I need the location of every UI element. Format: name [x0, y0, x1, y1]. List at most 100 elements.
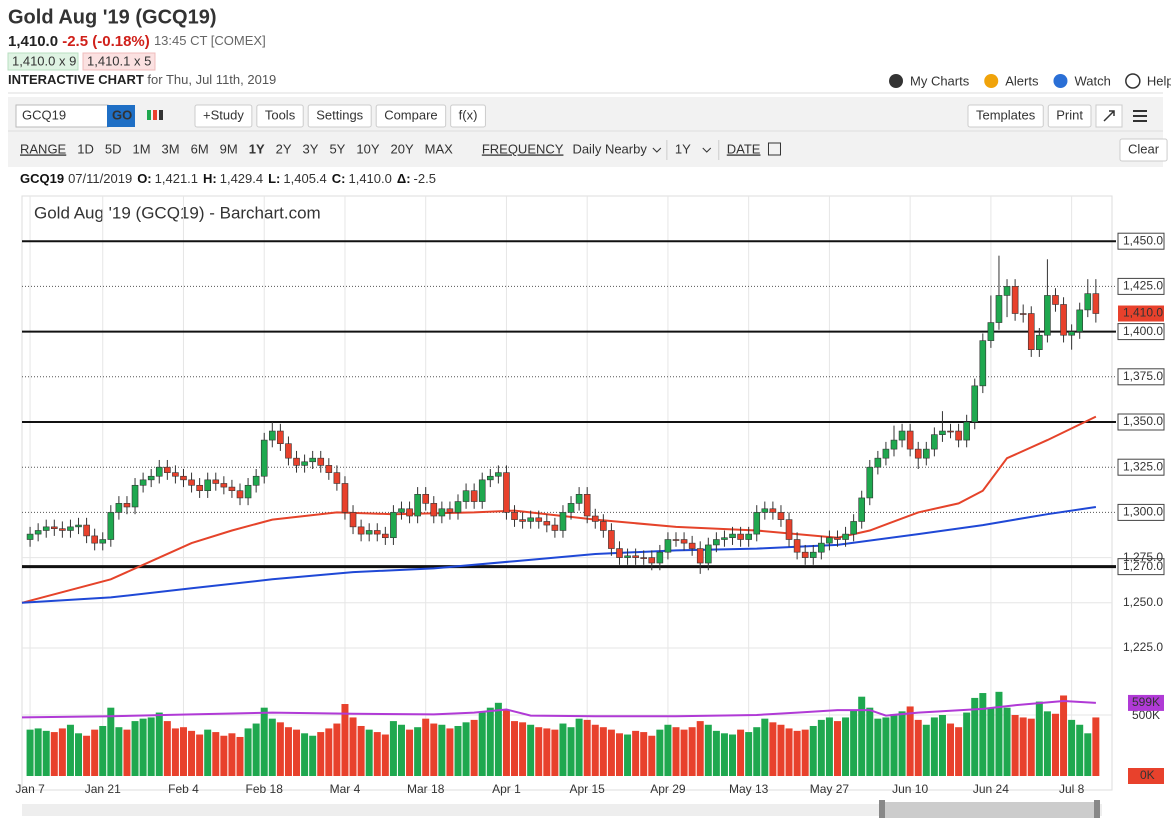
- candle-body: [188, 479, 195, 486]
- range-option[interactable]: 20Y: [391, 141, 414, 156]
- button-label: +Study: [203, 107, 244, 122]
- frequency-select[interactable]: Daily Nearby: [572, 141, 647, 156]
- candle-body: [818, 542, 825, 553]
- candle-body: [26, 533, 34, 540]
- candle-body: [406, 508, 413, 517]
- range-option[interactable]: 3M: [162, 141, 180, 156]
- quote-value: -2.5: [414, 171, 436, 186]
- candle-body: [882, 448, 890, 459]
- range-option[interactable]: 1M: [132, 141, 150, 156]
- frequency-label[interactable]: FREQUENCY: [482, 141, 564, 156]
- volume-bar: [696, 721, 704, 776]
- volume-bar: [858, 696, 866, 776]
- button[interactable]: [967, 104, 1044, 128]
- candle-body: [971, 385, 979, 423]
- volume-bar: [1019, 717, 1027, 776]
- volume-bar: [244, 728, 252, 776]
- chart-type-icon[interactable]: [147, 110, 151, 120]
- range-option[interactable]: 3Y: [303, 141, 319, 156]
- volume-bar: [680, 729, 688, 776]
- link-icon: [889, 74, 903, 88]
- volume-bar: [817, 719, 825, 776]
- candle-body: [914, 448, 922, 459]
- header-link[interactable]: Alerts: [1005, 73, 1039, 88]
- y-label-box: [1117, 232, 1165, 250]
- candle-body: [147, 475, 155, 481]
- button[interactable]: [1119, 138, 1168, 162]
- header-link[interactable]: Watch: [1074, 73, 1110, 88]
- range-option[interactable]: 5D: [105, 141, 122, 156]
- calendar-icon[interactable]: [767, 142, 781, 156]
- volume-bar: [220, 735, 228, 776]
- quote: 1,410.0 -2.5 (-0.18%) 13:45 CT [COMEX]: [8, 33, 266, 50]
- volume-bar: [131, 721, 139, 776]
- candle-body: [1019, 313, 1027, 315]
- volume-bar: [664, 724, 672, 776]
- candle-body: [293, 457, 300, 466]
- volume-bar: [309, 735, 317, 776]
- candle-body: [656, 551, 664, 564]
- candle-body: [963, 421, 970, 441]
- button[interactable]: [256, 104, 304, 128]
- volume-bar: [761, 718, 769, 776]
- volume-bar: [260, 707, 268, 776]
- chart-label-line: INTERACTIVE CHART for Thu, Jul 11th, 201…: [8, 72, 276, 87]
- range-option[interactable]: 1D: [77, 141, 94, 156]
- volume-bar: [42, 730, 50, 776]
- volume-bar: [1027, 718, 1035, 776]
- header-link[interactable]: Help: [1147, 73, 1171, 88]
- volume-bar: [188, 730, 196, 776]
- range-option[interactable]: 1Y: [249, 141, 265, 156]
- volume-bar: [624, 734, 632, 776]
- candle-body: [931, 434, 938, 450]
- range-option[interactable]: 9M: [220, 141, 238, 156]
- chart-type-icon[interactable]: [153, 110, 157, 120]
- candle-body: [373, 530, 381, 535]
- volume-average: [21, 699, 1096, 719]
- range-option[interactable]: 2Y: [276, 141, 292, 156]
- scrollbar-thumb[interactable]: [884, 802, 1098, 818]
- candle-body: [285, 443, 292, 459]
- button[interactable]: [307, 104, 372, 128]
- go-button[interactable]: [107, 105, 135, 127]
- range-option[interactable]: MAX: [425, 141, 454, 156]
- period-select[interactable]: 1Y: [675, 141, 691, 156]
- volume-bar: [107, 707, 115, 776]
- range-label[interactable]: RANGE: [20, 141, 67, 156]
- toolbar: GCQ19 GO +Study Tools Settings Compare f(x) Tem…: [15, 104, 1168, 162]
- volume-bar: [583, 719, 591, 776]
- candle-body: [955, 430, 962, 441]
- candle-body: [713, 539, 720, 546]
- candle-body: [212, 479, 220, 484]
- candle-body: [793, 539, 801, 553]
- candle-body: [99, 539, 107, 544]
- header-link[interactable]: My Charts: [910, 73, 970, 88]
- range-option[interactable]: 6M: [191, 141, 209, 156]
- volume-bar: [204, 729, 212, 776]
- range-option[interactable]: 5Y: [329, 141, 345, 156]
- candle-body: [164, 466, 171, 473]
- scroll-handle[interactable]: [1094, 800, 1100, 818]
- page-title: Gold Aug '19 (GCQ19): [8, 6, 216, 28]
- volume-bar: [801, 729, 809, 776]
- candle-body: [640, 557, 648, 559]
- button[interactable]: [375, 104, 447, 128]
- volume-bar: [494, 702, 502, 776]
- date-label[interactable]: DATE: [727, 141, 761, 156]
- candle-body: [180, 475, 187, 481]
- scroll-handle[interactable]: [879, 800, 885, 818]
- candle-body: [785, 519, 793, 540]
- button[interactable]: [450, 104, 486, 128]
- candle-body: [842, 533, 849, 540]
- candle-body: [236, 490, 244, 499]
- button[interactable]: [1047, 104, 1092, 128]
- volume-bar: [1092, 717, 1100, 776]
- candle-body: [486, 475, 494, 481]
- volume-bar: [1035, 701, 1043, 776]
- range-option[interactable]: 10Y: [356, 141, 379, 156]
- candle-body: [906, 430, 914, 450]
- button[interactable]: [194, 104, 253, 128]
- volume-bar: [454, 725, 462, 776]
- candle-body: [809, 551, 817, 558]
- chart-type-icon[interactable]: [159, 110, 163, 120]
